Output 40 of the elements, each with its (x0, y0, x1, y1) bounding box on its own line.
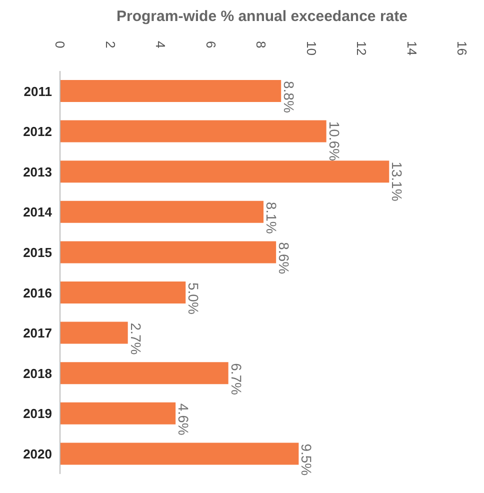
y-tick-label: 2019 (23, 406, 52, 422)
bar (60, 362, 228, 384)
x-tick-label: 10 (304, 41, 319, 56)
x-tick-label: 16 (454, 41, 470, 56)
bar (60, 282, 186, 304)
x-tick-label: 14 (404, 41, 420, 56)
bar (60, 200, 264, 223)
data-label: 9.5% (298, 444, 315, 476)
x-tick-label: 6 (203, 41, 218, 48)
y-tick-label: 2012 (23, 124, 52, 140)
data-label: 6.7% (228, 363, 244, 396)
bar (60, 80, 282, 102)
bar (60, 120, 326, 142)
y-tick-label: 2011 (24, 84, 52, 99)
data-label: 13.1% (389, 162, 406, 202)
y-tick-label: 2020 (23, 446, 52, 462)
y-tick-label: 2013 (23, 164, 52, 180)
data-label: 4.6% (176, 403, 192, 436)
y-tick-label: 2017 (23, 326, 52, 341)
x-tick-label: 0 (52, 41, 68, 48)
data-label: 2.7% (128, 322, 144, 355)
x-tick-label: 8 (254, 41, 268, 48)
bar (60, 160, 390, 183)
bar (60, 241, 276, 264)
y-tick-label: 2015 (23, 244, 52, 260)
data-label: 8.6% (276, 242, 292, 274)
y-tick-label: 2018 (23, 366, 52, 381)
data-label: 8.8% (281, 81, 298, 113)
x-tick-label: 4 (153, 41, 168, 48)
bar (60, 322, 128, 344)
y-tick-label: 2014 (23, 204, 53, 220)
x-tick-label: 12 (354, 41, 369, 56)
data-label: 5.0% (186, 282, 202, 314)
data-label: 8.1% (264, 202, 280, 234)
y-tick-label: 2016 (23, 285, 52, 300)
bar (60, 402, 176, 424)
x-tick-label: 2 (102, 41, 118, 48)
bar (60, 442, 299, 465)
data-label: 10.6% (326, 121, 342, 162)
chart-title: Program-wide % annual exceedance rate (116, 8, 408, 25)
